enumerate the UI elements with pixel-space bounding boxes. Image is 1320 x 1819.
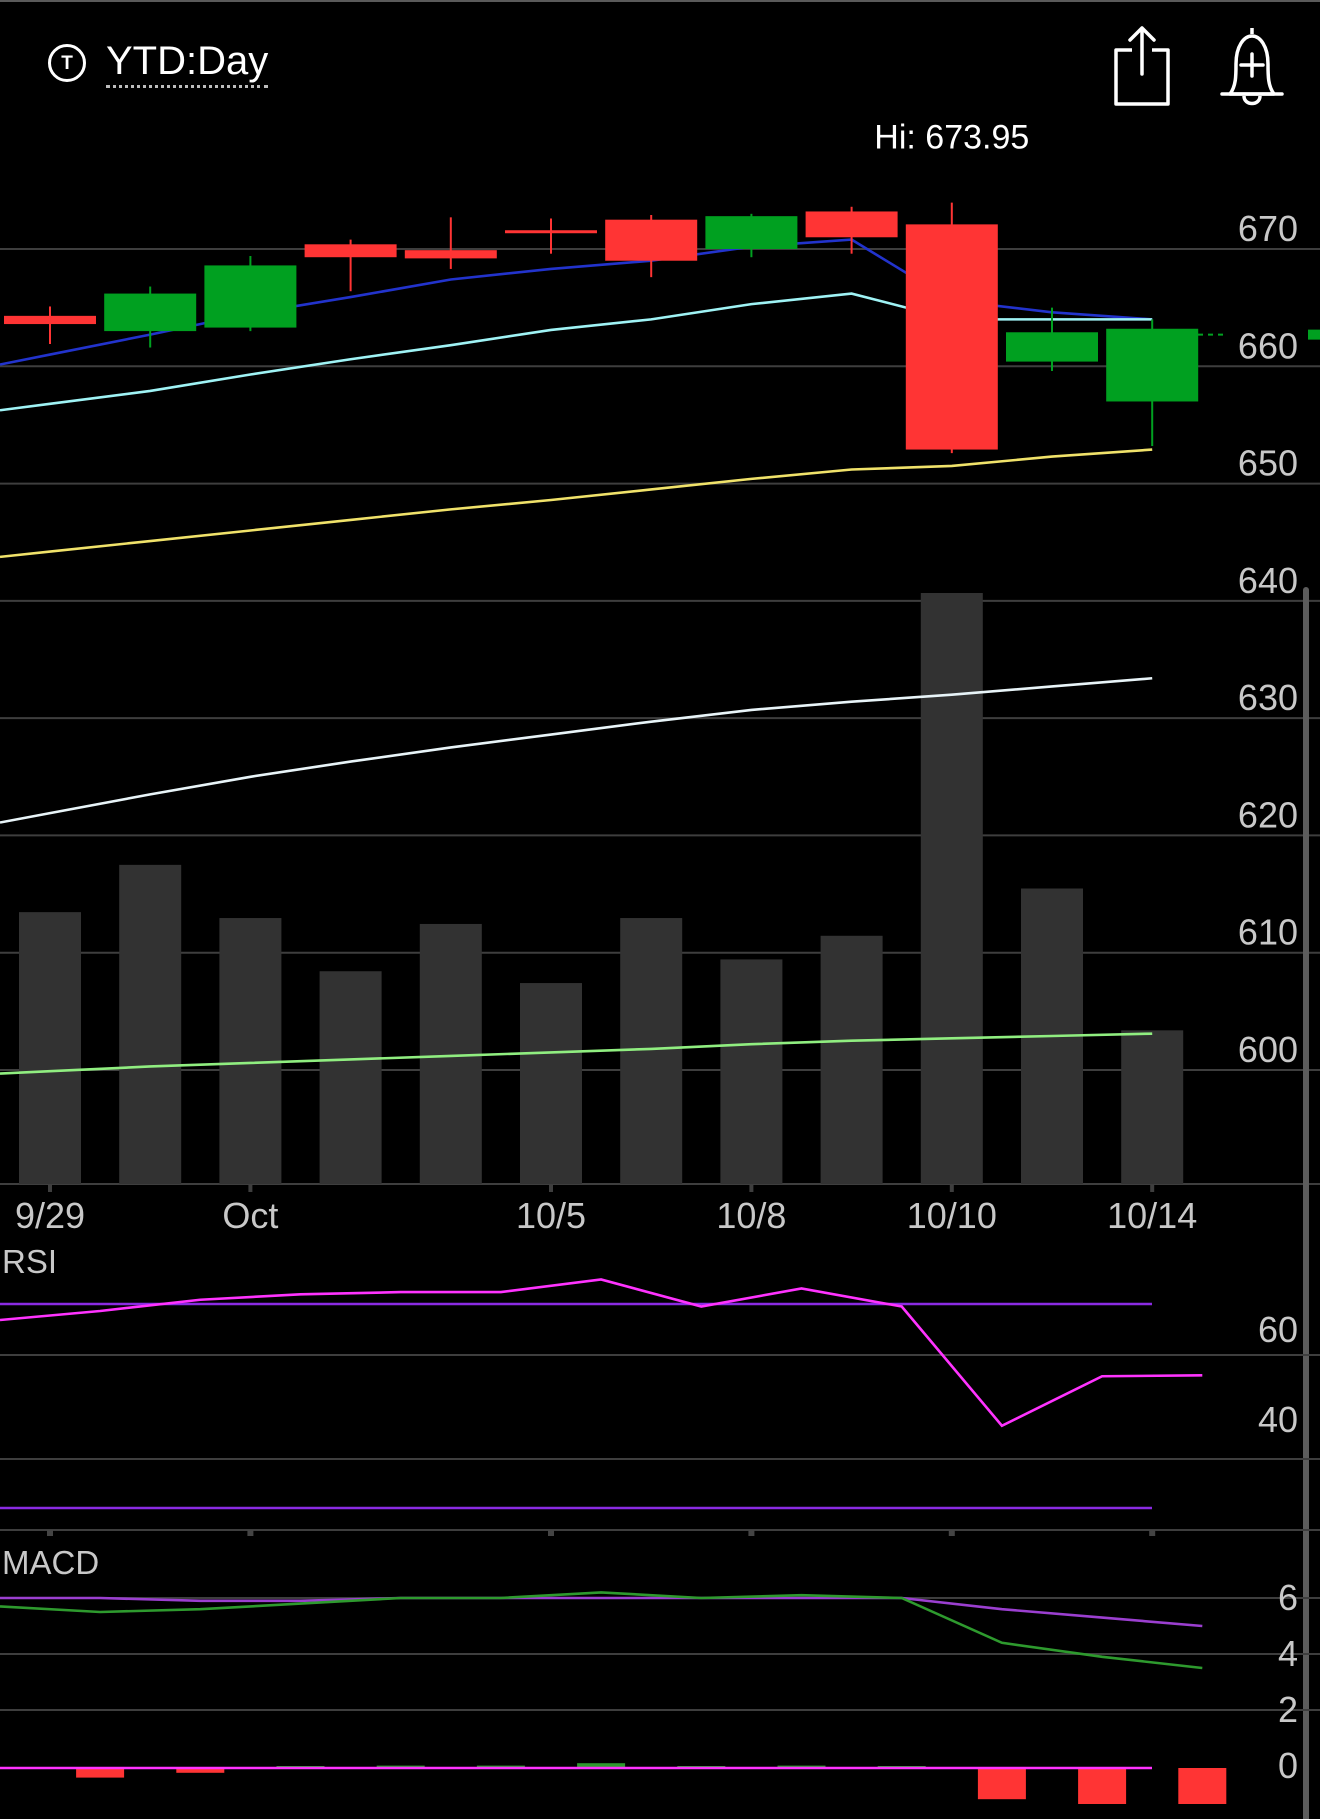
date-axis-label: 10/8 [716,1195,786,1236]
candle-body [505,230,597,234]
moving-average-line [0,448,1153,559]
rsi-date-tick [47,1530,53,1536]
range-selector[interactable]: YTD:Day [106,38,269,88]
high-price-label: Hi: 673.95 [874,119,1029,157]
rsi-line [0,1278,1203,1428]
candle-body [805,211,898,238]
top-divider [0,0,1320,2]
macd-axis-label: 0 [1278,1745,1298,1786]
price-axis-label: 650 [1238,443,1298,484]
candle-body [605,219,698,261]
candle-body [1006,332,1098,362]
macd-histogram-bar [977,1768,1026,1800]
volume-bar [219,918,282,1184]
volume-bar [520,983,582,1184]
volume-bar [920,593,983,1184]
rsi-date-tick [948,1530,955,1536]
volume-bar [820,935,883,1184]
macd-title: MACD [2,1544,99,1581]
moving-average-line [0,676,1153,824]
share-icon[interactable] [1110,24,1174,108]
macd-axis-label: 2 [1278,1689,1298,1730]
candle-body [905,224,998,450]
macd-signal-line [0,1596,1203,1628]
volume-bar [119,864,182,1184]
rsi-title: RSI [2,1243,57,1280]
macd-histogram-bar [577,1763,626,1768]
ticker-type-icon: T [48,44,86,82]
candle-body [1106,328,1199,402]
volume-bar [720,959,783,1184]
candle-body [304,244,397,258]
price-axis-label: 670 [1238,208,1298,249]
rsi-date-tick [1149,1530,1156,1536]
macd-histogram-bar [1078,1768,1127,1804]
date-axis-label: Oct [222,1195,278,1236]
chart-header: T YTD:Day [0,0,1320,130]
candle-body [104,293,197,332]
macd-histogram-bar [76,1768,125,1778]
macd-axis-label: 4 [1278,1633,1298,1674]
candle-body [705,216,798,249]
macd-histogram-bar [1178,1768,1227,1804]
price-axis-label: 610 [1238,912,1298,953]
price-axis-label: 660 [1238,325,1298,366]
price-axis-label: 630 [1238,677,1298,718]
date-axis-label: 10/10 [907,1195,997,1236]
date-axis-label: 10/5 [516,1195,586,1236]
rsi-date-tick [548,1530,554,1536]
price-axis-label: 620 [1238,794,1298,835]
last-price-marker [1308,329,1320,340]
rsi-axis-label: 40 [1258,1399,1298,1440]
macd-axis-label: 6 [1278,1577,1298,1618]
candle-body [204,265,297,328]
macd-line [0,1591,1203,1670]
date-axis-label: 9/29 [15,1195,85,1236]
rsi-axis-label: 60 [1258,1309,1298,1350]
volume-bar [19,912,81,1184]
macd-histogram-bar [176,1768,225,1773]
candle-body [404,250,497,259]
moving-average-line [0,1032,1153,1075]
volume-bar [1121,1030,1184,1184]
date-axis-label: 10/14 [1107,1195,1197,1236]
candle-body [4,315,96,325]
volume-bar [319,971,382,1184]
volume-bar [620,918,683,1184]
bell-plus-icon[interactable] [1218,24,1286,108]
price-axis-label: 640 [1238,560,1298,601]
rsi-date-tick [247,1530,254,1536]
price-axis-label: 600 [1238,1029,1298,1070]
rsi-date-tick [748,1530,755,1536]
